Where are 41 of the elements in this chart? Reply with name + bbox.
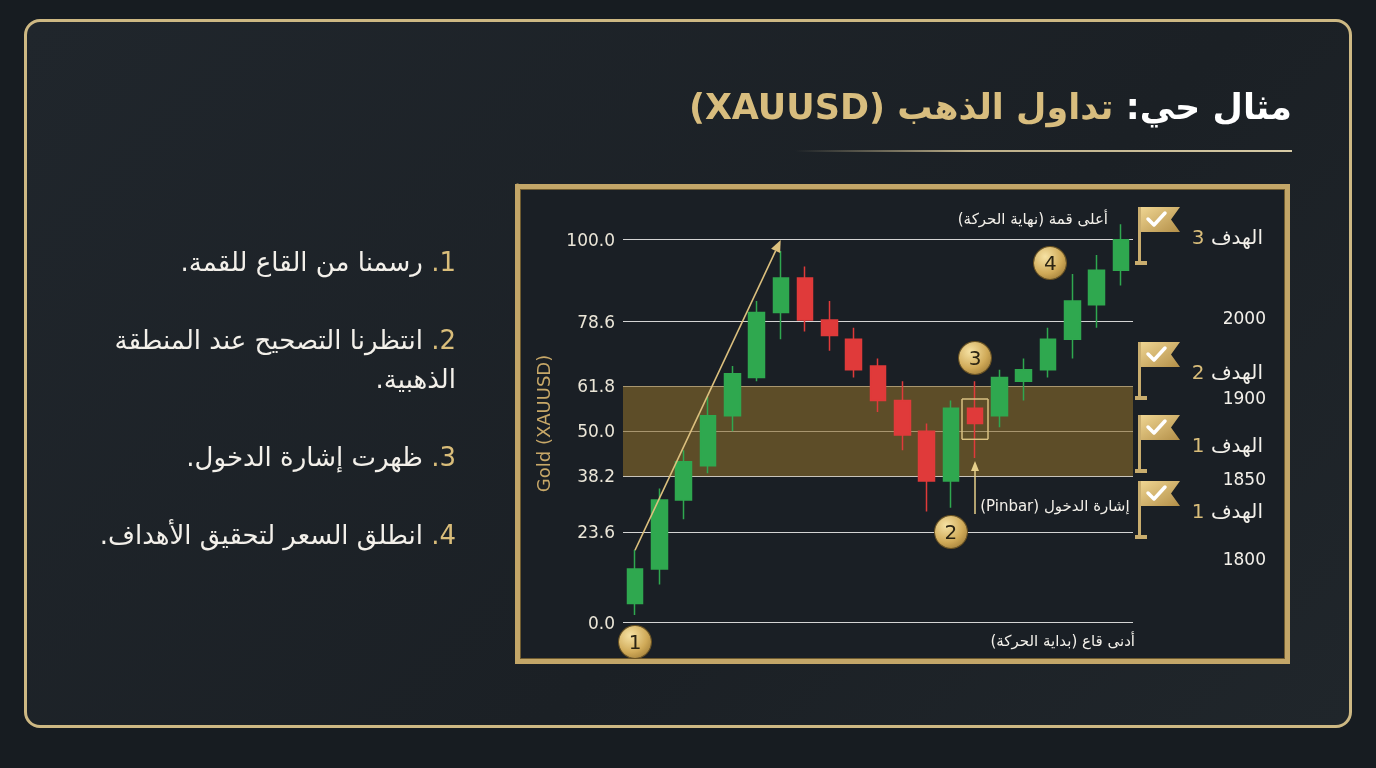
candlestick — [1063, 273, 1082, 360]
candlestick — [820, 300, 839, 352]
text: 1850 — [1222, 468, 1266, 490]
text: 2000 — [1222, 307, 1266, 329]
candlestick — [1087, 254, 1106, 329]
candlestick — [699, 395, 717, 475]
candlestick — [674, 449, 693, 521]
text: 1800 — [1222, 548, 1266, 570]
y-tick-label: 78.6 — [577, 311, 615, 332]
y-tick-label: 38.2 — [577, 466, 615, 487]
candlestick — [723, 365, 742, 432]
annotation: 2 — [943, 520, 959, 545]
candlestick — [1014, 357, 1033, 402]
annotation: 3 — [967, 346, 983, 371]
candlestick — [796, 265, 814, 333]
candlestick — [844, 326, 863, 379]
annotation: أدنى قاع (بداية الحركة) — [990, 630, 1135, 652]
annotation: 1 — [627, 629, 643, 654]
y-tick-label: 100.0 — [566, 229, 615, 250]
candlestick — [893, 380, 912, 452]
candlestick — [869, 357, 887, 413]
y-tick-label: 23.6 — [577, 522, 615, 543]
candlestick — [966, 380, 984, 459]
annotation: أعلى قمة (نهاية الحركة) — [957, 208, 1108, 230]
candlestick — [626, 549, 644, 616]
annotation: 4 — [1043, 250, 1058, 275]
y-axis-title: Gold (XAUUSD) — [533, 354, 554, 493]
candlestick — [1039, 326, 1057, 379]
candlestick — [747, 300, 766, 383]
candlestick — [942, 399, 960, 509]
candlestick — [917, 422, 936, 513]
annotation: إشارة الدخول (Pinbar) — [980, 496, 1130, 517]
candlestick — [772, 250, 790, 340]
y-tick-label: 0.0 — [587, 612, 615, 633]
candlestick — [1112, 223, 1130, 287]
candlestick — [650, 487, 669, 586]
text: 1900 — [1222, 387, 1266, 409]
candlestick — [990, 369, 1009, 429]
y-tick-label: 61.8 — [577, 375, 615, 396]
chart-title: مثال حي: تداول الذهب (XAUUSD) — [688, 87, 1292, 127]
y-tick-label: 50.0 — [577, 421, 615, 442]
